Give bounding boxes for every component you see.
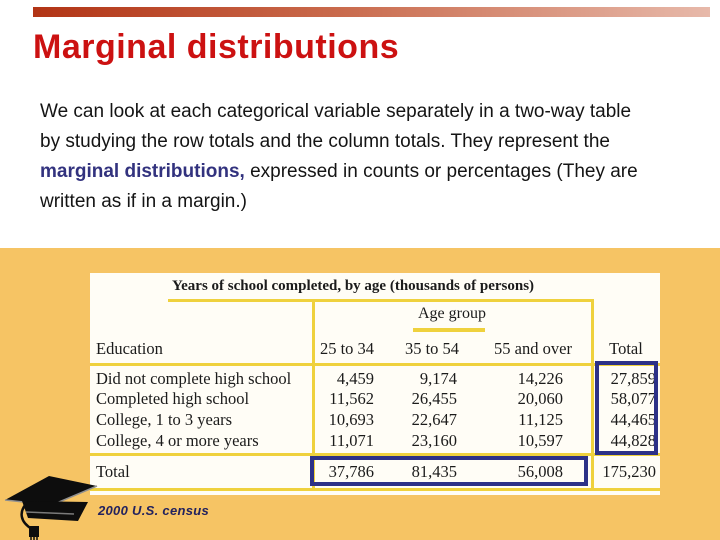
row-label: Completed high school [96,389,250,408]
row-label: College, 4 or more years [96,431,259,450]
table-row: Completed high school 11,562 26,455 20,0… [90,389,660,409]
body-paragraph: We can look at each categorical variable… [40,97,720,217]
cell-row-total: 58,077 [610,389,656,408]
column-total: 37,786 [328,462,374,481]
cell-value: 22,647 [411,410,457,429]
two-way-table: Years of school completed, by age (thous… [90,273,660,495]
title-accent-bar [33,7,710,17]
cell-value: 11,071 [329,431,374,450]
cell-value: 10,693 [328,410,374,429]
table-row: Did not complete high school 4,459 9,174… [90,369,660,389]
table-vertical-rule-left [312,299,315,491]
cell-value: 26,455 [411,389,457,408]
grand-total: 175,230 [602,462,656,481]
source-footnote: 2000 U.S. census [98,503,210,518]
cell-value: 4,459 [336,369,374,388]
total-row-label: Total [96,462,130,481]
cell-row-total: 44,465 [610,410,656,429]
cell-value: 10,597 [517,431,563,450]
cell-row-total: 27,859 [610,369,656,388]
table-bottom-rule [90,488,660,491]
cell-value: 14,226 [517,369,563,388]
column-header-35-to-54: 35 to 54 [404,339,460,358]
body-line-1: We can look at each categorical variable… [40,101,632,122]
age-group-rule [413,328,485,332]
table-vertical-rule-right [591,299,594,491]
column-header-total: Total [609,339,643,358]
row-label: Did not complete high school [96,369,292,388]
column-header-25-to-34: 25 to 34 [319,339,375,358]
body-line-3-rest: expressed in counts or percentages (They… [244,161,638,182]
cell-value: 9,174 [419,369,457,388]
row-totals-highlight-box [595,361,658,455]
page-title: Marginal distributions [33,28,400,66]
column-total: 56,008 [517,462,563,481]
cell-value: 20,060 [517,389,563,408]
table-row: College, 4 or more years 11,071 23,160 1… [90,431,660,451]
column-header-55-and-over: 55 and over [494,339,572,358]
total-row: Total 37,786 81,435 56,008 175,230 [90,460,660,484]
table-row: College, 1 to 3 years 10,693 22,647 11,1… [90,410,660,430]
cell-value: 11,125 [518,410,563,429]
cell-value: 11,562 [329,389,374,408]
body-line-2: by studying the row totals and the colum… [40,131,610,152]
table-title-rule [168,299,592,302]
body-highlight-marginal-distributions: marginal distributions, [40,161,245,182]
row-label: College, 1 to 3 years [96,410,233,429]
column-total: 81,435 [411,462,457,481]
table-title: Years of school completed, by age (thous… [171,278,535,294]
education-column-header: Education [96,339,163,358]
age-group-header: Age group [418,305,486,322]
cell-row-total: 44,828 [610,431,656,450]
cell-value: 23,160 [411,431,457,450]
graduation-cap-icon [4,476,98,540]
total-row-top-rule [90,453,660,456]
column-totals-highlight-box [310,456,588,486]
body-line-4: written as if in a margin.) [40,191,247,212]
header-bottom-rule [90,363,660,366]
